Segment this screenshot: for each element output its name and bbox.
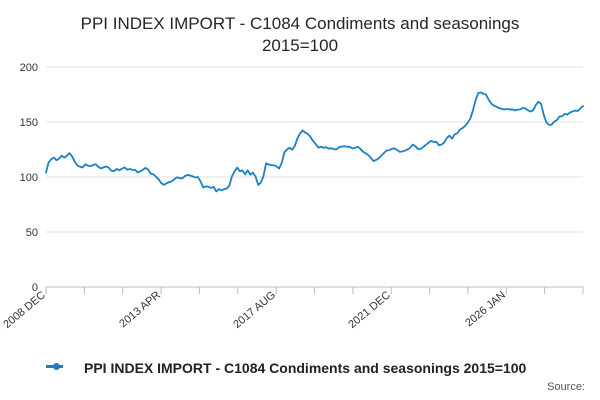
svg-text:50: 50 [26,227,38,239]
svg-text:2008 DEC: 2008 DEC [1,289,48,331]
svg-text:100: 100 [20,172,38,184]
svg-text:200: 200 [20,62,38,74]
svg-text:2013 APR: 2013 APR [117,289,163,330]
svg-text:2026 JAN: 2026 JAN [463,289,508,329]
svg-text:150: 150 [20,117,38,129]
svg-text:2021 DEC: 2021 DEC [346,289,393,331]
svg-text:2017 AUG: 2017 AUG [231,289,278,331]
